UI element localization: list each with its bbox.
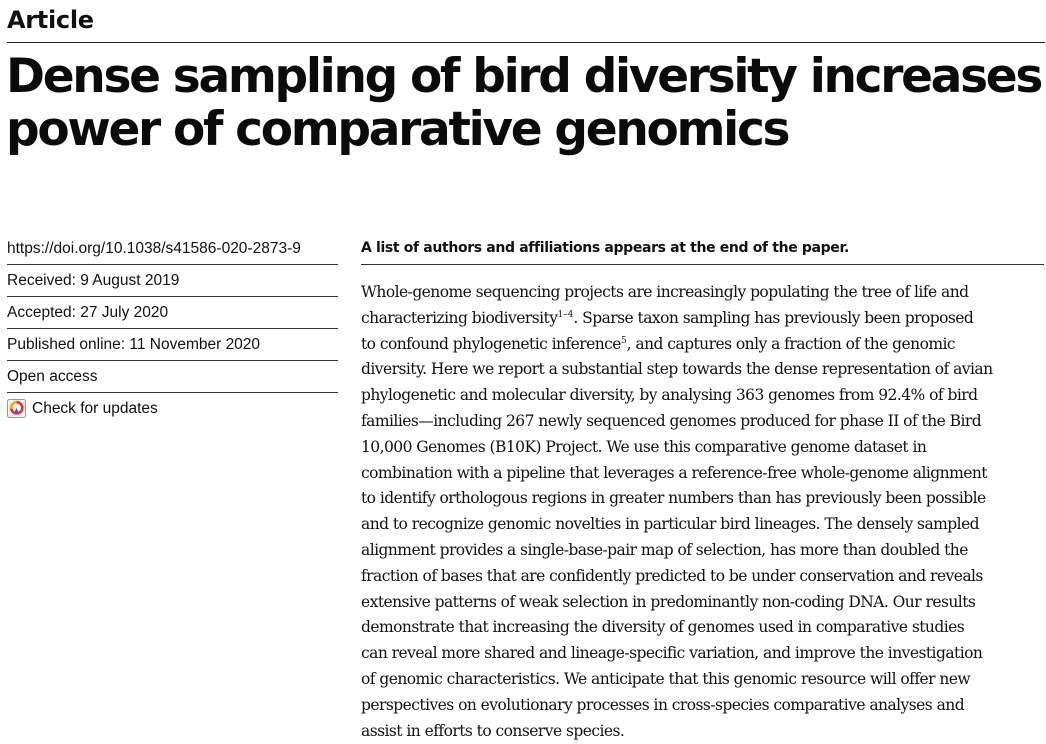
check-for-updates-button[interactable]: Check for updates <box>7 393 338 424</box>
article-title-line: Dense sampling of bird diversity increas… <box>6 49 1043 104</box>
affiliation-note: A list of authors and affiliations appea… <box>361 233 1044 265</box>
abstract-text: , and captures only a fraction of the ge… <box>626 334 956 353</box>
abstract-line: characterizing biodiversity1–4. Sparse t… <box>361 306 1044 332</box>
abstract-line: phylogenetic and molecular diversity, by… <box>361 386 978 405</box>
check-for-updates-icon <box>7 399 26 418</box>
article-title: Dense sampling of bird diversity increas… <box>6 49 1043 157</box>
article-metadata-sidebar: https://doi.org/10.1038/s41586-020-2873-… <box>7 233 338 424</box>
accepted-date: Accepted: 27 July 2020 <box>7 297 338 329</box>
abstract-line: perspectives on evolutionary processes i… <box>361 695 965 714</box>
doi-link[interactable]: https://doi.org/10.1038/s41586-020-2873-… <box>7 233 338 265</box>
abstract-line: and to recognize genomic novelties in pa… <box>361 515 980 534</box>
citation-ref[interactable]: 5 <box>620 335 627 346</box>
published-date: Published online: 11 November 2020 <box>7 329 338 361</box>
abstract-line: assist in efforts to conserve species. <box>361 721 625 740</box>
abstract-line: combination with a pipeline that leverag… <box>361 463 988 482</box>
received-date: Received: 9 August 2019 <box>7 265 338 297</box>
header-divider <box>7 42 1045 43</box>
abstract-text: . Sparse taxon sampling has previously b… <box>573 308 974 327</box>
section-label: Article <box>7 6 94 34</box>
abstract-line: can reveal more shared and lineage-speci… <box>361 644 983 663</box>
abstract-line: fraction of bases that are confidently p… <box>361 566 983 585</box>
abstract-line: diversity. Here we report a substantial … <box>361 360 993 379</box>
abstract-line: of genomic characteristics. We anticipat… <box>361 669 971 688</box>
article-title-line: power of comparative genomics <box>6 102 791 157</box>
abstract: Whole-genome sequencing projects are inc… <box>361 280 1044 744</box>
abstract-line: to identify orthologous regions in great… <box>361 489 986 508</box>
check-for-updates-label: Check for updates <box>32 400 158 417</box>
abstract-line: alignment provides a single-base-pair ma… <box>361 540 968 559</box>
abstract-line: 10,000 Genomes (B10K) Project. We use th… <box>361 437 927 456</box>
abstract-line: Whole-genome sequencing projects are inc… <box>361 283 969 301</box>
abstract-line: extensive patterns of weak selection in … <box>361 592 976 611</box>
open-access-label: Open access <box>7 361 338 393</box>
abstract-text: to confound phylogenetic inference <box>361 334 621 353</box>
abstract-line: demonstrate that increasing the diversit… <box>361 618 965 637</box>
abstract-line: families—including 267 newly sequenced g… <box>361 411 982 430</box>
abstract-line: to confound phylogenetic inference5, and… <box>361 332 1044 358</box>
citation-ref[interactable]: 1–4 <box>557 309 574 320</box>
abstract-text: characterizing biodiversity <box>361 308 558 327</box>
